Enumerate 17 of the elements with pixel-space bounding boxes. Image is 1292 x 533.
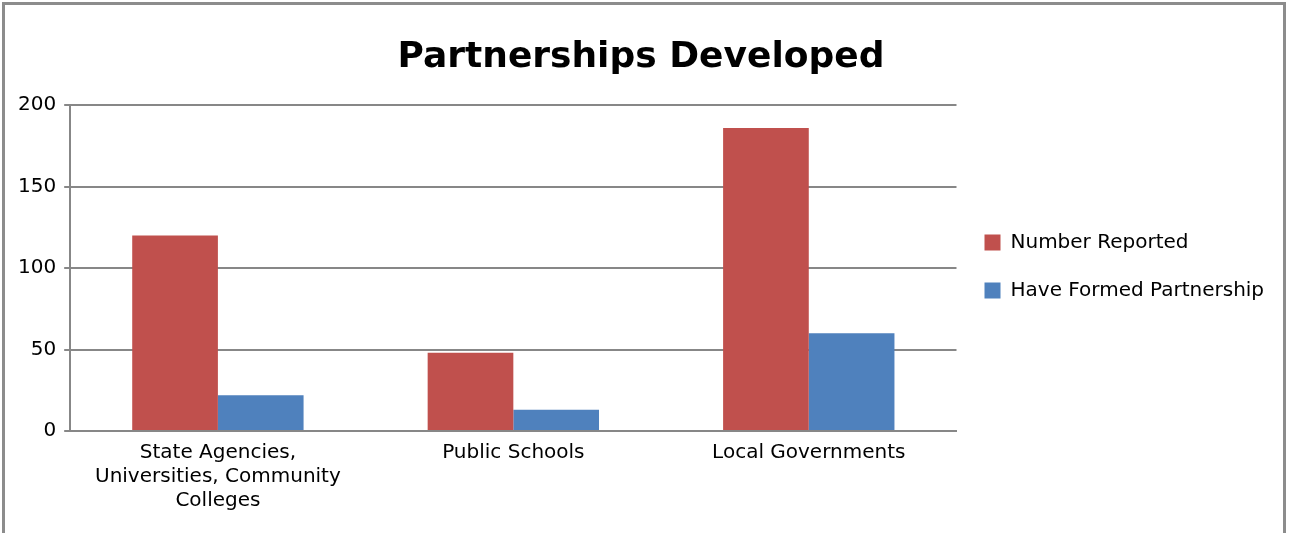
x-tick-label: Local Governments: [712, 439, 906, 464]
bar: [808, 333, 895, 430]
bar: [427, 352, 514, 430]
bar: [723, 128, 809, 430]
x-tick-label: Public Schools: [442, 439, 585, 464]
legend-label: Number Reported: [1010, 228, 1189, 253]
bar: [513, 409, 600, 430]
y-tick-label: 100: [17, 254, 57, 279]
bar: [217, 395, 304, 430]
legend-label: Have Formed Partnership: [1010, 276, 1265, 301]
y-tick-label: 200: [17, 91, 57, 116]
y-tick-label: 150: [17, 172, 57, 197]
x-tick-label: State Agencies, Universities, Community Colleges: [94, 439, 341, 512]
chart-title: Partnerships Developed: [397, 33, 885, 75]
bar: [132, 235, 218, 430]
y-tick-label: 0: [43, 417, 57, 442]
y-tick-label: 50: [30, 335, 57, 360]
